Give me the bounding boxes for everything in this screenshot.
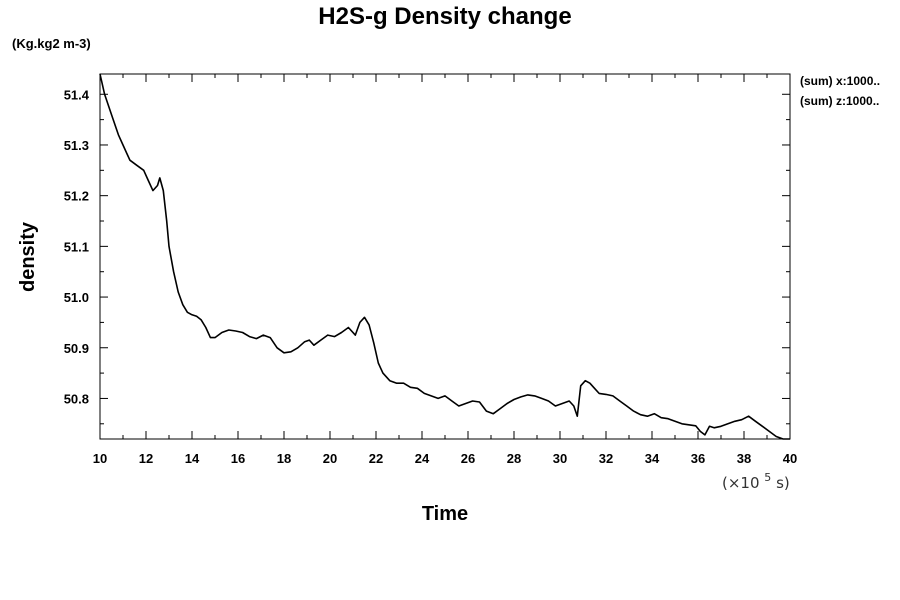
x-scale-suffix: s) (776, 474, 790, 492)
y-axis-title: density (17, 221, 39, 292)
x-axis-scale-note: (×10 5 s) (722, 467, 790, 492)
y-tick-label: 51.3 (64, 138, 89, 153)
x-tick-label: 20 (323, 451, 337, 466)
x-tick-label: 26 (461, 451, 475, 466)
x-tick-label: 32 (599, 451, 613, 466)
x-tick-label: 12 (139, 451, 153, 466)
x-tick-label: 16 (231, 451, 245, 466)
legend-entry: (sum) z:1000.. (800, 94, 879, 108)
y-tick-label: 51.2 (64, 189, 89, 204)
y-tick-label: 50.9 (64, 341, 89, 356)
chart-title: H2S-g Density change (318, 3, 571, 30)
y-tick-label: 51.0 (64, 290, 89, 305)
x-tick-label: 34 (645, 451, 660, 466)
x-tick-label: 22 (369, 451, 383, 466)
axis-ticks: 10 12 14 16 18 20 22 24 26 28 30 32 34 36 38 40 50.8 50.9… (64, 74, 797, 466)
x-axis-title: Time (422, 503, 468, 525)
x-tick-label: 30 (553, 451, 567, 466)
x-tick-label: 10 (93, 451, 107, 466)
x-tick-label: 18 (277, 451, 291, 466)
x-tick-label: 24 (415, 451, 430, 466)
x-tick-label: 28 (507, 451, 521, 466)
x-scale-prefix: (×10 (722, 474, 760, 492)
legend-entry: (sum) x:1000.. (800, 74, 880, 88)
y-axis-unit: (Kg.kg2 m-3) (12, 36, 91, 51)
y-tick-label: 51.4 (64, 87, 90, 102)
legend: (sum) x:1000.. (sum) z:1000.. (800, 74, 880, 108)
x-scale-exponent: 5 (764, 471, 771, 484)
plot-frame (99, 73, 791, 440)
x-tick-label: 36 (691, 451, 705, 466)
y-tick-label: 50.8 (64, 391, 89, 406)
x-tick-label: 38 (737, 451, 751, 466)
x-tick-label: 40 (783, 451, 797, 466)
x-tick-label: 14 (185, 451, 200, 466)
series-line (99, 73, 790, 440)
y-tick-label: 51.1 (64, 239, 89, 254)
